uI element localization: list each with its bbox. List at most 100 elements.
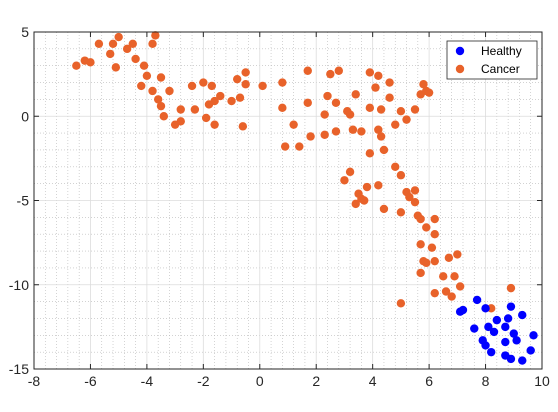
cancer-point [159,112,169,121]
cancer-point [176,105,185,114]
cancer-point [450,272,459,281]
y-tick-label: -10 [9,277,29,293]
cancer-point [430,214,439,224]
y-tick-label: 0 [21,108,29,124]
cancer-point [374,71,383,81]
x-tick-label: -8 [28,373,41,389]
healthy-point [501,337,510,347]
cancer-point [455,282,465,291]
cancer-point [122,44,132,54]
healthy-point [489,327,499,337]
cancer-point [111,63,121,72]
cancer-point [207,81,216,91]
x-tick-label: 0 [256,373,264,389]
x-tick-label: -4 [141,373,154,389]
cancer-point [306,132,315,141]
cancer-point [156,101,166,111]
legend-label-healthy: Healthy [481,44,522,58]
healthy-point [481,341,490,350]
healthy-point [518,310,527,320]
cancer-point [331,98,341,107]
cancer-point [419,80,428,89]
x-tick-label: -6 [84,373,97,389]
cancer-point [422,223,431,232]
cancer-point [391,120,400,129]
cancer-point [86,58,95,67]
cancer-point [303,98,312,107]
healthy-point [472,295,482,305]
cancer-point [410,186,420,195]
cancer-point [235,93,245,102]
cancer-point [187,81,197,91]
healthy-point [470,324,479,333]
cancer-point [323,91,332,101]
cancer-point [345,110,355,119]
cancer-point [303,66,312,75]
cancer-point [94,39,104,48]
cancer-point [365,68,375,77]
x-tick-label: 4 [369,373,377,389]
y-tick-label: -15 [9,361,29,377]
cancer-point [139,61,149,70]
cancer-point [190,105,200,114]
cancer-point [405,192,414,202]
cancer-point [441,287,451,296]
cancer-point [199,78,208,87]
cancer-point [371,83,380,92]
cancer-point [295,142,304,151]
healthy-point [455,307,465,316]
cancer-point [148,39,157,48]
cancer-point [326,69,335,79]
legend-label-cancer: Cancer [481,62,520,76]
cancer-point [131,54,140,64]
healthy-point [503,314,513,323]
cancer-point [410,197,420,207]
cancer-point [351,90,360,99]
cancer-point [396,106,406,116]
x-tick-labels: -8 -6 -4 -2 0 2 4 6 8 10 [28,373,550,389]
x-tick-label: -2 [197,373,210,389]
cancer-point [227,96,236,106]
cancer-point [360,196,369,205]
cancer-point [128,39,137,48]
legend-marker-cancer [455,64,465,74]
y-tick-labels: -15 -10 -5 0 5 [9,24,29,377]
cancer-point [430,230,439,239]
cancer-point [379,145,389,155]
cancer-point [416,268,425,278]
cancer-point [351,199,360,209]
x-tick-label: 8 [482,373,490,389]
cancer-point [379,204,389,214]
x-tick-label: 10 [534,373,550,389]
cancer-point [439,272,448,281]
cancer-point [402,115,411,124]
healthy-point [529,331,538,340]
data-points [72,31,538,365]
cancer-point [365,103,375,113]
cancer-point [241,80,250,89]
y-tick-label: -5 [17,193,30,209]
cancer-point [362,182,372,192]
healthy-point [526,346,535,355]
cancer-point [334,66,343,75]
healthy-point [518,356,527,365]
cancer-point [348,125,358,134]
cancer-point [416,240,425,249]
cancer-point [424,88,434,97]
cancer-point [396,171,406,180]
cancer-point [241,68,250,77]
cancer-point [238,122,248,131]
cancer-point [430,256,439,266]
cancer-point [280,142,290,151]
cancer-point [340,176,349,185]
cancer-point [357,127,366,136]
cancer-point [506,283,516,293]
healthy-point [501,322,510,332]
cancer-point [376,132,386,141]
cancer-point [148,86,157,96]
cancer-point [374,181,383,190]
cancer-point [165,86,174,96]
cancer-point [106,49,115,59]
